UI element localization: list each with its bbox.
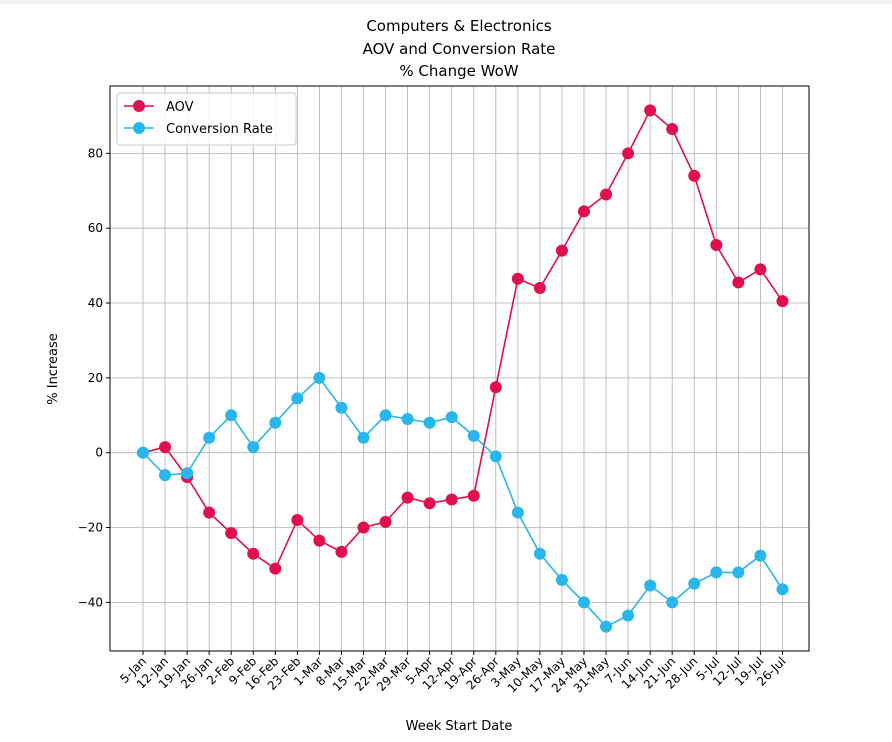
series-group (137, 104, 789, 633)
data-point (578, 596, 590, 609)
data-point (644, 579, 657, 592)
title-line-3: % Change WoW (399, 62, 518, 80)
data-point (533, 547, 546, 560)
y-tick-label: 20 (88, 371, 103, 385)
y-tick-label: −40 (78, 595, 103, 609)
data-point (291, 392, 304, 405)
data-point (335, 545, 348, 558)
data-point (467, 489, 480, 502)
data-point (489, 381, 502, 394)
data-point (533, 282, 546, 295)
data-point (247, 441, 260, 454)
data-point (159, 469, 172, 482)
data-point (754, 549, 767, 562)
title-line-1: Computers & Electronics (366, 17, 552, 35)
legend-box (116, 92, 297, 146)
chart-title: Computers & Electronics AOV and Conversi… (363, 17, 556, 80)
data-point (225, 409, 238, 422)
legend-label: AOV (166, 100, 194, 115)
y-axis-ticks: −40 −20 0 20 40 60 80 (78, 146, 110, 609)
data-point (754, 263, 767, 276)
legend-marker (133, 122, 145, 134)
title-line-2: AOV and Conversion Rate (363, 40, 556, 58)
data-point (379, 409, 392, 422)
x-axis-ticks: 5-Jan12-Jan19-Jan26-Jan2-Feb9-Feb16-Feb2… (117, 651, 789, 696)
y-tick-label: −20 (78, 521, 103, 535)
x-axis-label: Week Start Date (406, 719, 513, 734)
data-point (666, 596, 679, 609)
data-point (622, 147, 635, 160)
data-point (357, 521, 370, 534)
data-point (467, 429, 480, 442)
data-point (335, 401, 348, 414)
y-tick-label: 40 (88, 296, 103, 310)
data-point (401, 413, 414, 426)
data-point (511, 506, 524, 519)
data-point (644, 104, 657, 117)
data-point (688, 577, 701, 590)
data-point (423, 497, 436, 510)
series-line (142, 109, 784, 570)
top-bar (0, 0, 892, 4)
data-point (445, 493, 458, 506)
data-point (423, 416, 436, 429)
data-point (269, 416, 282, 429)
plot-frame (109, 85, 810, 652)
grid-lines (110, 86, 809, 651)
series-0 (137, 104, 789, 575)
data-point (776, 295, 789, 308)
data-point (137, 446, 149, 459)
y-tick-label: 0 (95, 446, 103, 460)
data-point (600, 620, 613, 633)
data-point (159, 441, 172, 454)
data-point (578, 205, 590, 218)
legend-label: Conversion Rate (166, 122, 273, 137)
series-1 (137, 371, 789, 633)
data-point (357, 431, 370, 444)
data-point (710, 239, 723, 252)
legend-marker (133, 100, 145, 112)
data-point (555, 244, 568, 257)
data-point (269, 562, 282, 575)
data-point (555, 573, 568, 586)
data-point (401, 491, 414, 504)
data-point (732, 276, 745, 289)
data-point (511, 272, 524, 285)
y-axis-label: % Increase (46, 333, 61, 405)
data-point (732, 566, 745, 579)
data-point (247, 547, 260, 560)
data-point (291, 514, 304, 527)
data-point (181, 467, 194, 480)
data-point (710, 566, 723, 579)
data-point (600, 188, 613, 201)
y-tick-label: 80 (88, 146, 103, 160)
data-point (313, 534, 326, 547)
legend: AOV Conversion Rate (116, 92, 297, 146)
data-point (203, 506, 216, 519)
data-point (313, 371, 326, 384)
data-point (379, 515, 392, 528)
data-point (203, 431, 216, 444)
data-point (776, 583, 789, 596)
data-point (688, 169, 701, 182)
y-tick-label: 60 (88, 221, 103, 235)
data-point (225, 527, 238, 540)
data-point (666, 123, 679, 136)
data-point (622, 609, 635, 622)
data-point (489, 450, 502, 463)
series-line (142, 376, 784, 628)
data-point (445, 411, 458, 424)
